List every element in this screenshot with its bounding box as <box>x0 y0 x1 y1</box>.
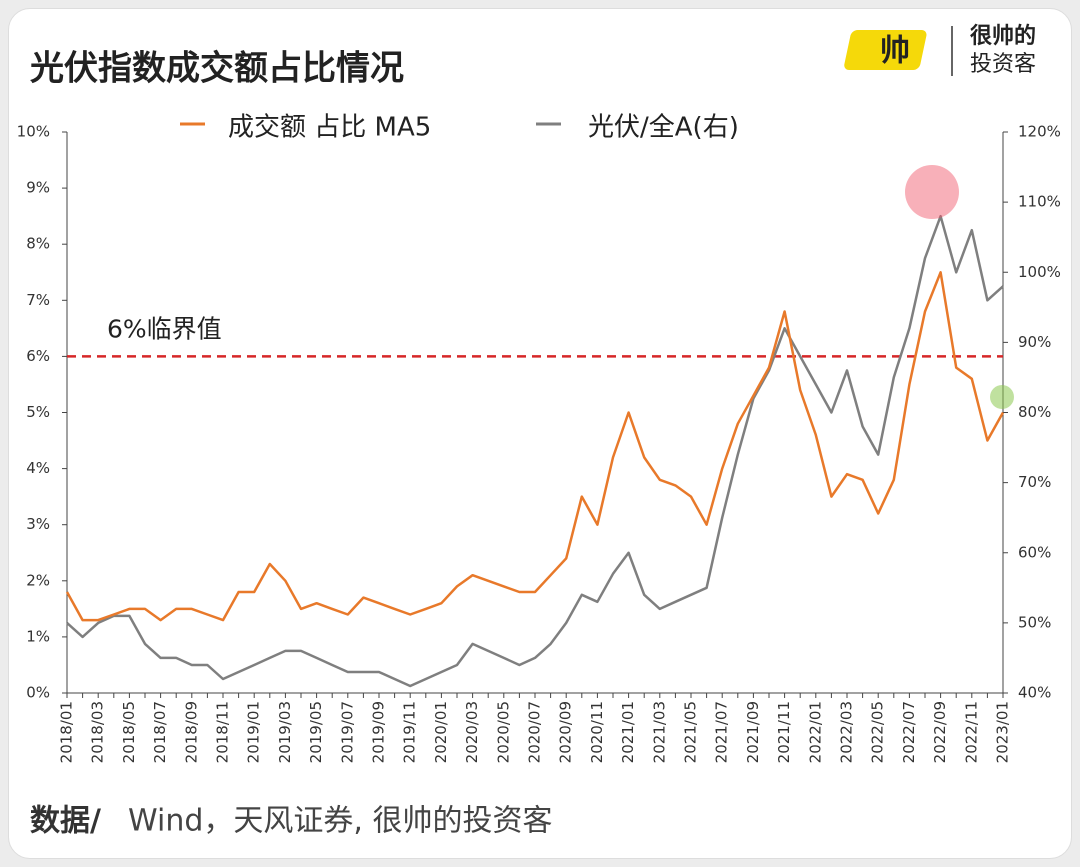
logo-badge <box>844 30 927 70</box>
y-tick-label: 1% <box>26 627 50 645</box>
y-tick-label: 5% <box>26 403 50 421</box>
x-tick-label: 2020/09 <box>557 701 575 763</box>
x-tick-label: 2018/09 <box>182 701 200 763</box>
x-tick-label: 2022/05 <box>869 701 887 763</box>
x-tick-label: 2019/09 <box>370 701 388 763</box>
y-tick-label: 4% <box>26 459 50 477</box>
series-line <box>66 214 1004 688</box>
chart-title: 光伏指数成交额占比情况 <box>30 49 404 89</box>
highlight <box>905 165 959 219</box>
x-tick-label: 2021/03 <box>650 701 668 763</box>
highlight <box>990 385 1014 409</box>
x-tick-label: 2019/03 <box>276 701 294 763</box>
legend-label: 光伏/全A(右) <box>588 113 739 143</box>
x-tick-label: 2019/11 <box>401 701 419 763</box>
y2-tick-label: 120% <box>1018 123 1061 141</box>
x-tick-label: 2022/03 <box>838 701 856 763</box>
x-tick-label: 2018/11 <box>214 701 232 763</box>
card <box>8 8 1072 859</box>
x-tick-label: 2023/01 <box>994 701 1012 763</box>
x-tick-label: 2020/01 <box>432 701 450 763</box>
y2-tick-label: 40% <box>1018 684 1051 702</box>
x-tick-label: 2020/03 <box>463 701 481 763</box>
reference-label: 6%临界值 <box>107 314 222 343</box>
y-tick-label: 10% <box>17 123 50 141</box>
logo-mark: 帅 <box>880 34 910 69</box>
x-tick-label: 2020/11 <box>588 701 606 763</box>
y-tick-label: 9% <box>26 179 50 197</box>
source: Wind，天风证券, 很帅的投资客 <box>128 804 552 839</box>
x-tick-label: 2022/01 <box>806 701 824 763</box>
x-tick-label: 2021/07 <box>713 701 731 763</box>
y2-tick-label: 50% <box>1018 613 1051 631</box>
y-tick-label: 6% <box>26 347 50 365</box>
y2-tick-label: 100% <box>1018 263 1061 281</box>
logo-line1: 很帅的 <box>970 23 1036 49</box>
x-tick-label: 2019/01 <box>245 701 263 763</box>
y-tick-label: 2% <box>26 571 50 589</box>
x-tick-label: 2021/01 <box>619 701 637 763</box>
y2-tick-label: 90% <box>1018 333 1051 351</box>
y-tick-label: 8% <box>26 235 50 253</box>
y2-tick-label: 60% <box>1018 543 1051 561</box>
y-tick-label: 0% <box>26 684 50 702</box>
x-tick-label: 2019/07 <box>338 701 356 763</box>
y2-tick-label: 70% <box>1018 473 1051 491</box>
x-tick-label: 2022/07 <box>900 701 918 763</box>
x-tick-label: 2018/07 <box>151 701 169 763</box>
x-tick-label: 2019/05 <box>307 701 325 763</box>
x-tick-label: 2022/09 <box>931 701 949 763</box>
x-tick-label: 2020/07 <box>526 701 544 763</box>
series-line <box>65 271 1005 622</box>
legend-label: 成交额 占比 MA5 <box>228 113 431 143</box>
x-tick-label: 2020/05 <box>494 701 512 763</box>
source-label: 数据/ <box>30 804 101 839</box>
y2-tick-label: 80% <box>1018 403 1051 421</box>
x-tick-label: 2018/05 <box>120 701 138 763</box>
x-tick-label: 2021/09 <box>744 701 762 763</box>
x-tick-label: 2022/11 <box>962 701 980 763</box>
x-tick-label: 2018/03 <box>89 701 107 763</box>
x-tick-label: 2021/11 <box>775 701 793 763</box>
x-tick-label: 2021/05 <box>682 701 700 763</box>
y-tick-label: 3% <box>26 515 50 533</box>
y-tick-label: 7% <box>26 291 50 309</box>
x-tick-label: 2018/01 <box>58 701 76 763</box>
y2-tick-label: 110% <box>1018 193 1061 211</box>
logo-line2: 投资客 <box>970 52 1036 77</box>
